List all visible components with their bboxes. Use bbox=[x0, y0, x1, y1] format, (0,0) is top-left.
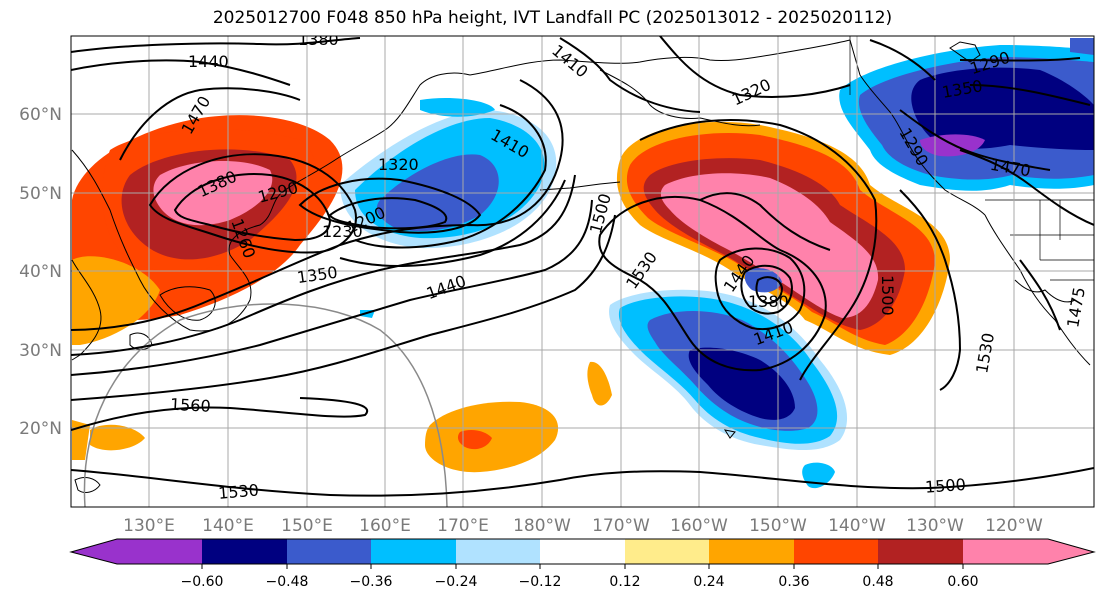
longitude-label: 170°E bbox=[437, 516, 489, 536]
colorbar-segment bbox=[709, 539, 794, 564]
gridlines bbox=[71, 36, 1094, 507]
longitude-label: 120°W bbox=[985, 516, 1043, 536]
colorbar-segment bbox=[540, 539, 625, 564]
contour-label: 1530 bbox=[217, 480, 259, 502]
colorbar-tick-label: −0.48 bbox=[266, 574, 309, 590]
negative-anomaly-subtropical-pacific bbox=[609, 268, 848, 489]
longitude-label: 150°E bbox=[281, 516, 333, 536]
longitude-label: 140°W bbox=[828, 516, 886, 536]
colorbar: −0.60 −0.48 −0.36 −0.24 −0.12 0.12 0.24 … bbox=[69, 538, 1096, 590]
longitude-label: 130°E bbox=[123, 516, 175, 536]
contour-label: 1500 bbox=[878, 275, 897, 316]
contour-label: 1440 bbox=[188, 52, 229, 71]
contour-label: 1320 bbox=[378, 155, 419, 174]
longitude-label: 160°E bbox=[359, 516, 411, 536]
longitude-label: 160°W bbox=[670, 516, 728, 536]
longitude-label: 150°W bbox=[749, 516, 807, 536]
latitude-label: 50°N bbox=[19, 184, 62, 204]
colorbar-segment bbox=[963, 539, 1094, 564]
map-title: 2025012700 F048 850 hPa height, IVT Land… bbox=[212, 8, 893, 28]
colorbar-tick-label: −0.60 bbox=[181, 574, 224, 590]
latitude-label: 60°N bbox=[19, 105, 62, 125]
latitude-label: 30°N bbox=[19, 341, 62, 361]
positive-anomaly-northeast-pacific bbox=[587, 121, 950, 406]
colorbar-segment bbox=[794, 539, 878, 564]
longitude-label: 170°W bbox=[592, 516, 650, 536]
colorbar-tick-label: 0.12 bbox=[609, 574, 640, 590]
colorbar-tick-label: 0.24 bbox=[693, 574, 724, 590]
latitude-label: 20°N bbox=[19, 419, 62, 439]
colorbar-tick-label: 0.48 bbox=[862, 574, 893, 590]
longitude-axis: 130°E 140°E 150°E 160°E 170°E 180°W 170°… bbox=[123, 516, 1043, 536]
positive-anomaly-subtropical-west bbox=[425, 401, 559, 473]
colorbar-segment bbox=[878, 539, 963, 564]
colorbar-tick-label: −0.36 bbox=[350, 574, 393, 590]
contour-label: 1230 bbox=[322, 222, 363, 241]
colorbar-segment bbox=[202, 539, 287, 564]
colorbar-segment bbox=[456, 539, 540, 564]
contour-label: 1500 bbox=[924, 475, 966, 497]
colorbar-tick-label: −0.24 bbox=[435, 574, 478, 590]
longitude-label: 140°E bbox=[202, 516, 254, 536]
political-borders bbox=[849, 36, 1094, 281]
height-contours bbox=[71, 36, 1094, 497]
colorbar-tick-label: 0.36 bbox=[778, 574, 809, 590]
colorbar-tick-label: −0.12 bbox=[519, 574, 562, 590]
contour-label: 1380 bbox=[748, 292, 789, 311]
longitude-label: 130°W bbox=[906, 516, 964, 536]
negative-anomaly-gulf-of-alaska bbox=[839, 38, 1094, 191]
latitude-axis: 60°N 50°N 40°N 30°N 20°N bbox=[19, 105, 62, 439]
map-frame bbox=[70, 35, 1095, 508]
longitude-label: 180°W bbox=[513, 516, 571, 536]
latitude-label: 40°N bbox=[19, 262, 62, 282]
colorbar-segment bbox=[371, 539, 456, 564]
contour-label: 1560 bbox=[170, 395, 212, 416]
colorbar-tick-label: 0.60 bbox=[947, 574, 978, 590]
contour-label: 1380 bbox=[298, 30, 339, 49]
colorbar-segment bbox=[625, 539, 709, 564]
colorbar-segment bbox=[287, 539, 371, 564]
contour-labels: 1380 1440 1470 1410 1320 1290 1380 1290 … bbox=[170, 30, 1089, 503]
range-ring bbox=[83, 303, 448, 507]
map-plot-area: 1380 1440 1470 1410 1320 1290 1380 1290 … bbox=[71, 30, 1094, 507]
colorbar-segment bbox=[71, 539, 202, 564]
